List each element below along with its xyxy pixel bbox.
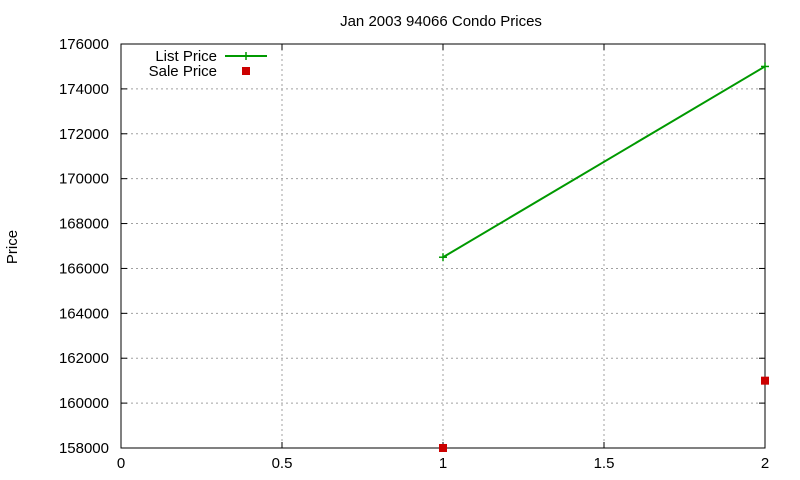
grid [121,44,765,448]
legend-marker-sale-price [242,67,250,75]
x-tick-label: 1.5 [594,455,615,472]
y-tick-label: 160000 [59,395,109,412]
chart-title: Jan 2003 94066 Condo Prices [340,13,542,30]
data-point-list-price [761,62,769,71]
legend: List Price Sale Price [149,48,267,80]
series-line-list-price [442,65,766,259]
legend-label-list-price: List Price [155,48,217,65]
x-tick-label: 2 [761,455,769,472]
series-sale-price [439,376,769,452]
data-point-list-price [439,253,447,262]
y-tick-label: 158000 [59,440,109,457]
legend-entry-list-price: List Price [155,48,267,65]
y-tick-label: 176000 [59,36,109,53]
y-axis-label: Price [4,230,21,264]
legend-sample-list-price [225,52,267,60]
y-tick-label: 164000 [59,305,109,322]
x-tick-label: 0.5 [272,455,293,472]
series-list-price [439,62,769,262]
data-point-sale-price [439,444,447,452]
data-point-sale-price [761,376,769,385]
legend-label-sale-price: Sale Price [149,63,217,80]
legend-marker-list-price [242,52,250,60]
y-tick-label: 170000 [59,171,109,188]
x-tick-label: 1 [439,455,447,472]
y-tick-label: 174000 [59,81,109,98]
legend-entry-sale-price: Sale Price [149,63,250,80]
y-tick-label: 172000 [59,126,109,143]
y-tick-label: 166000 [59,260,109,277]
x-tick-label: 0 [117,455,125,472]
legend-sample-sale-price [242,67,250,75]
y-tick-label: 168000 [59,216,109,233]
y-tick-label: 162000 [59,350,109,367]
axis-ticks [120,43,766,449]
series [439,62,769,452]
y-axis-tick-labels: 158000 160000 162000 164000 166000 168000 1700… [59,36,109,457]
x-axis-tick-labels: 0 0.5 1 1.5 2 [117,455,769,472]
